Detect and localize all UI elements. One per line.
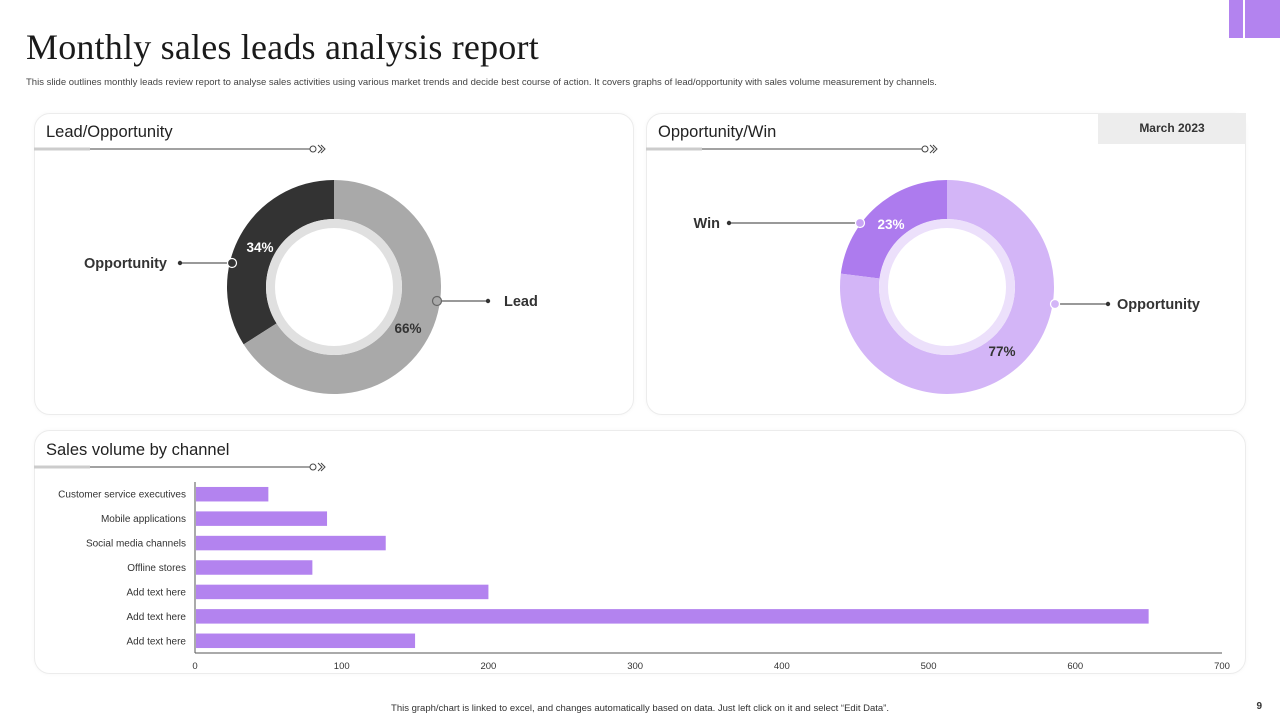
bar-5-add-text-here xyxy=(196,584,489,600)
title-divider-1 xyxy=(34,144,326,154)
bar-4-offline-stores xyxy=(196,560,313,575)
sales-volume-bar-chart: Customer service executives Mobile applic… xyxy=(58,482,1230,672)
page-subtitle: This slide outlines monthly leads review… xyxy=(26,77,937,88)
callout-marker-win xyxy=(854,217,866,229)
callout-marker-opportunity xyxy=(1049,298,1061,310)
corner-decoration-stripe xyxy=(1243,0,1245,38)
donut-value-label-opportunity: 77% xyxy=(988,344,1015,359)
page-number: 9 xyxy=(1256,701,1262,712)
callout-dot-opportunity xyxy=(177,260,183,266)
title-divider-2 xyxy=(646,144,938,154)
bar-2-mobile-applications xyxy=(196,511,328,526)
donut-slice-lead xyxy=(243,179,442,394)
page-title: Monthly sales leads analysis report xyxy=(26,27,539,67)
bar-3-social-media-channels xyxy=(196,535,386,551)
sales-volume-panel xyxy=(34,430,1246,674)
donut-slice-win xyxy=(840,180,947,279)
bar-6-add-text-here xyxy=(196,609,1149,624)
donut-slice-opportunity xyxy=(226,180,334,345)
x-tick-label-400: 400 xyxy=(774,661,790,672)
x-tick-label-500: 500 xyxy=(921,661,937,672)
opportunity-win-title: Opportunity/Win xyxy=(658,123,777,141)
callout-marker-opportunity xyxy=(226,257,238,269)
x-tick-label-200: 200 xyxy=(480,661,496,672)
lead-opportunity-donut: Opportunity 34% Lead 66% xyxy=(84,179,538,394)
y-tick-label-1: Customer service executives xyxy=(58,490,186,501)
donut-hole xyxy=(888,228,1006,346)
y-tick-label-3: Social media channels xyxy=(86,539,186,550)
x-tick-label-300: 300 xyxy=(627,661,643,672)
callout-marker-lead xyxy=(431,295,443,307)
y-tick-label-4: Offline stores xyxy=(127,563,186,574)
x-tick-label-100: 100 xyxy=(334,661,350,672)
sales-volume-title: Sales volume by channel xyxy=(46,441,230,459)
x-tick-label-700: 700 xyxy=(1214,661,1230,672)
x-tick-label-0: 0 xyxy=(192,661,197,672)
callout-dot-opportunity xyxy=(1105,301,1111,307)
donut-slice-opportunity xyxy=(840,180,1054,394)
bar-7-add-text-here xyxy=(196,633,416,649)
corner-decoration xyxy=(1229,0,1280,38)
callout-dot-lead xyxy=(485,298,491,304)
x-tick-label-600: 600 xyxy=(1067,661,1083,672)
donut-value-label-win: 23% xyxy=(877,217,904,232)
donut-value-label-lead: 66% xyxy=(394,321,421,336)
y-tick-label-6: Add text here xyxy=(127,612,187,623)
y-tick-label-7: Add text here xyxy=(127,636,187,647)
donut-value-label-opportunity: 34% xyxy=(246,240,273,255)
title-divider-3 xyxy=(34,462,326,472)
lead-opportunity-title: Lead/Opportunity xyxy=(46,123,173,141)
callout-dot-win xyxy=(726,220,732,226)
y-tick-label-2: Mobile applications xyxy=(101,514,186,525)
donut-category-label-opportunity: Opportunity xyxy=(1117,297,1200,313)
bar-1-customer-service-executives xyxy=(196,486,269,502)
date-badge: March 2023 xyxy=(1098,113,1246,144)
opportunity-win-donut: Win 23% Opportunity 77% xyxy=(694,180,1200,394)
y-tick-label-5: Add text here xyxy=(127,587,187,598)
donut-hole xyxy=(275,228,393,346)
donut-category-label-win: Win xyxy=(694,216,720,232)
donut-category-label-lead: Lead xyxy=(504,294,538,310)
footer-note: This graph/chart is linked to excel, and… xyxy=(391,703,889,714)
donut-category-label-opportunity: Opportunity xyxy=(84,256,167,272)
